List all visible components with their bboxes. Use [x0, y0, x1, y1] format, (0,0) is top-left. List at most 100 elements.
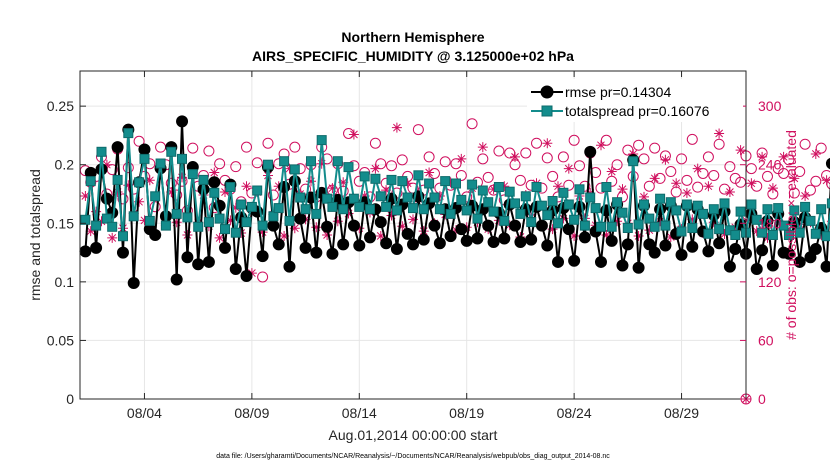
obs-evaluated-point	[418, 226, 429, 237]
rmse-point	[181, 251, 194, 264]
obs-possible-point	[563, 179, 575, 191]
obs-evaluated-point	[220, 187, 230, 197]
rmse-point	[90, 241, 103, 254]
obs-evaluated-point	[628, 149, 639, 159]
obs-possible-point	[692, 181, 704, 193]
obs-evaluated-point	[289, 223, 300, 234]
legend: rmse pr=0.14304 totalspread pr=0.16076	[527, 79, 743, 122]
spread-point	[300, 204, 311, 215]
rmse-point	[347, 219, 360, 232]
spread-point	[451, 178, 461, 189]
y-tick-label-left: 0	[66, 391, 74, 407]
spread-point	[671, 205, 682, 216]
obs-evaluated-point	[139, 215, 150, 226]
rmse-point	[444, 230, 457, 243]
rmse-point	[616, 259, 629, 272]
spread-point	[424, 178, 435, 189]
spread-point	[596, 221, 606, 232]
obs-evaluated-point	[424, 167, 435, 178]
spread-point	[606, 221, 617, 232]
spread-point	[617, 207, 628, 218]
y-tick-label-right: 0	[758, 391, 766, 407]
spread-point	[440, 176, 451, 187]
obs-evaluated-point	[144, 175, 155, 186]
rmse-point	[702, 245, 715, 258]
spread-point	[85, 176, 96, 187]
rmse-point	[756, 244, 769, 257]
obs-evaluated-point	[408, 214, 418, 225]
spread-point	[96, 146, 107, 157]
rmse-point	[272, 238, 285, 251]
obs-evaluated-point	[612, 216, 623, 227]
obs-evaluated-point	[606, 166, 617, 177]
obs-possible-point	[455, 169, 467, 181]
spread-point	[574, 184, 585, 195]
obs-evaluated-point	[445, 177, 456, 188]
obs-possible-point	[149, 201, 161, 213]
spread-point	[295, 192, 306, 203]
x-tick-label: 08/14	[342, 405, 377, 421]
rmse-point	[584, 145, 597, 158]
spread-point	[467, 179, 478, 190]
chart-title-line-1: Northern Hemisphere	[341, 29, 484, 45]
spread-point	[214, 213, 225, 224]
spread-point	[622, 223, 633, 233]
spread-point	[402, 192, 413, 203]
obs-evaluated-point	[563, 163, 574, 174]
rmse-point	[170, 273, 183, 286]
rmse-point	[471, 232, 484, 245]
obs-evaluated-point	[762, 232, 773, 243]
rmse-point	[116, 246, 129, 259]
spread-point	[461, 205, 472, 216]
obs-evaluated-point	[633, 231, 644, 241]
rmse-point	[202, 255, 215, 268]
obs-possible-point	[396, 154, 408, 166]
obs-evaluated-point	[789, 173, 800, 184]
spread-point	[558, 187, 569, 198]
spread-point	[553, 218, 563, 229]
spread-point	[810, 228, 821, 239]
obs-evaluated-point	[547, 224, 558, 235]
obs-evaluated-point	[493, 215, 504, 226]
spread-point	[246, 201, 257, 212]
spread-point	[708, 204, 719, 215]
rmse-point	[578, 231, 591, 244]
spread-point	[639, 199, 649, 210]
obs-evaluated-point	[91, 206, 102, 217]
spread-point	[182, 212, 193, 223]
rmse-point	[417, 233, 430, 246]
obs-possible-point	[262, 137, 274, 149]
rmse-point	[149, 229, 162, 241]
spread-point	[166, 146, 177, 157]
rmse-point	[256, 250, 269, 263]
spread-point	[381, 201, 392, 212]
axes-box	[79, 70, 747, 400]
obs-evaluated-point	[639, 191, 649, 202]
obs-possible-point	[122, 162, 134, 174]
obs-evaluated-point	[284, 163, 295, 174]
spread-point	[746, 199, 757, 210]
obs-possible-point	[520, 147, 532, 159]
obs-possible-point	[439, 156, 451, 168]
spread-point	[386, 174, 397, 185]
y-tick-label-right: 180	[758, 215, 782, 231]
obs-possible-point	[230, 161, 242, 173]
rmse-point	[825, 157, 830, 170]
obs-evaluated-point	[316, 158, 327, 169]
spread-point	[316, 135, 327, 146]
obs-evaluated-point	[171, 217, 182, 228]
obs-possible-point	[681, 174, 693, 186]
obs-evaluated-point	[660, 154, 671, 165]
obs-possible-point	[815, 142, 827, 154]
obs-evaluated-point	[381, 185, 392, 196]
rmse-point	[176, 115, 189, 128]
spread-point	[434, 204, 445, 215]
rmse-point	[809, 243, 822, 256]
spread-point	[687, 223, 698, 233]
obs-possible-point	[568, 134, 580, 146]
y-tick-label-right: 300	[758, 98, 782, 114]
rmse-point	[632, 261, 645, 274]
legend-rmse-label: rmse pr=0.14304	[565, 84, 671, 100]
spread-point	[187, 169, 198, 180]
rmse-point	[766, 259, 779, 272]
